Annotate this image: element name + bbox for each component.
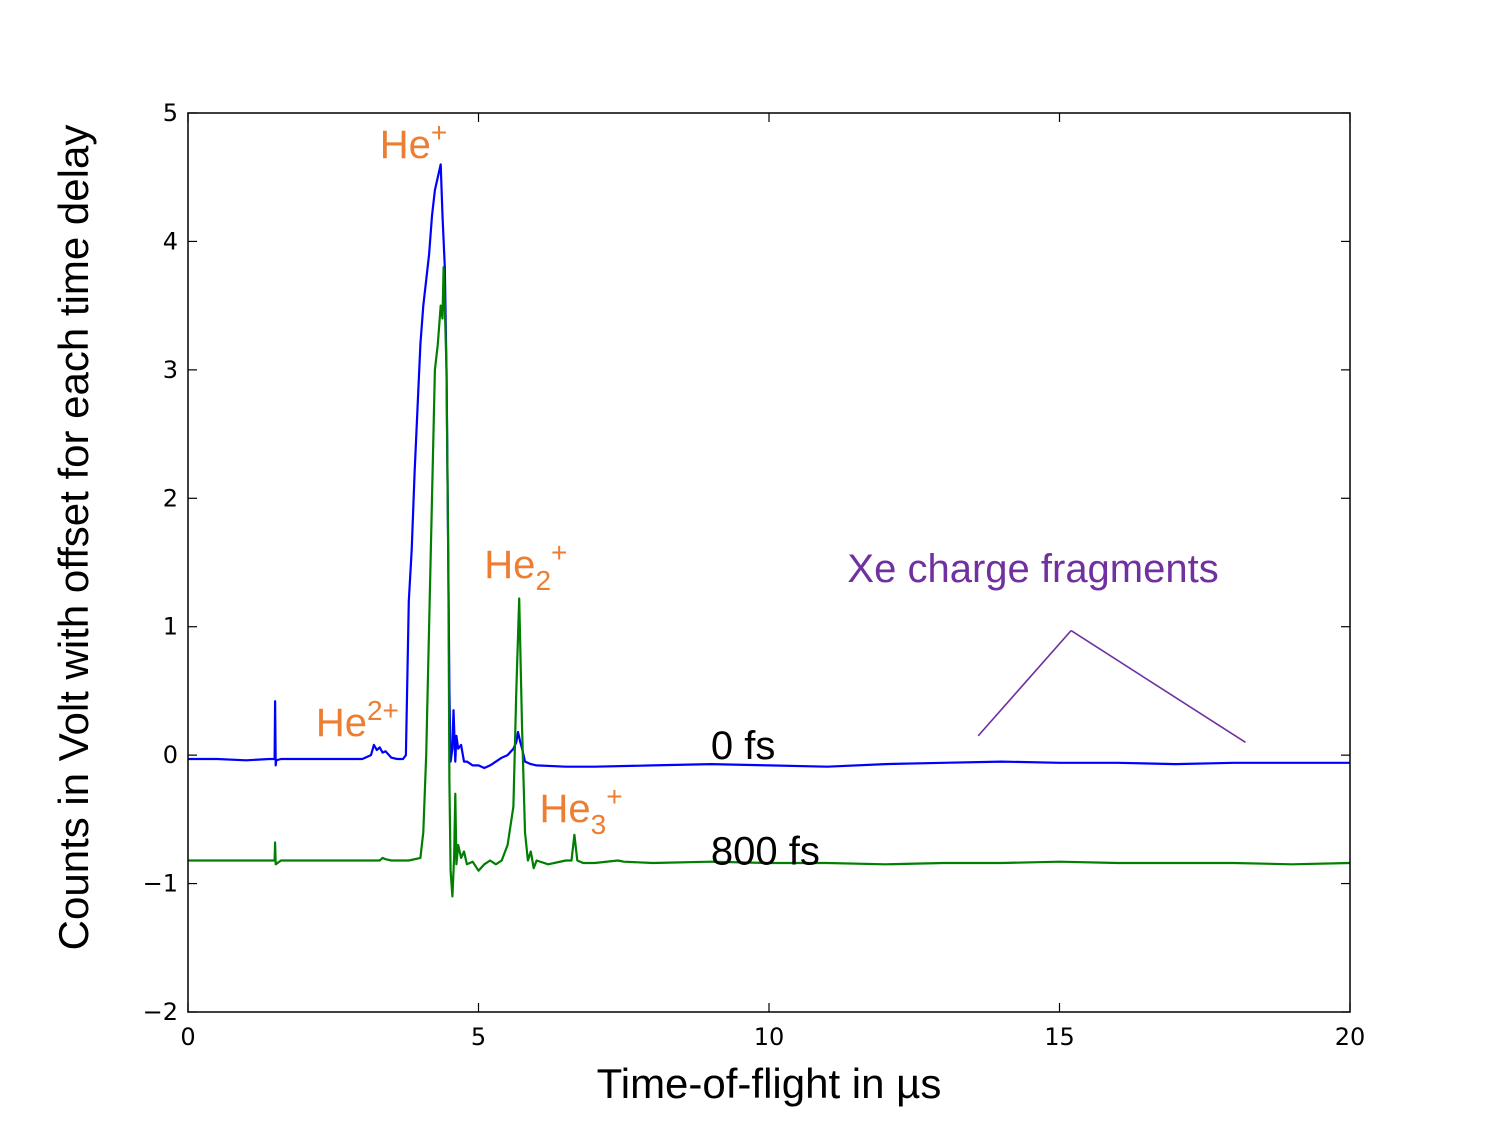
- y-tick-label: 5: [163, 99, 178, 127]
- y-tick-label: 0: [163, 741, 178, 769]
- y-tick-label: 2: [163, 484, 178, 512]
- x-tick-label: 0: [180, 1023, 195, 1051]
- annotation-fs800: 800 fs: [711, 829, 820, 873]
- annotation-he1: He+: [380, 117, 448, 167]
- x-tick-label: 5: [471, 1023, 486, 1051]
- plot-area: 0 5 10 15 20 −2 −1 0 1 2 3 4 5 He+ He2+ He2+ He3+ 0 fs 800…: [143, 99, 1366, 1051]
- y-tick-label: 3: [163, 356, 178, 384]
- x-tick-label: 10: [754, 1023, 785, 1051]
- x-tick-label: 20: [1335, 1023, 1366, 1051]
- series-line-800fs: [188, 266, 1351, 898]
- y-tick-label: 1: [163, 613, 178, 641]
- annotation-pointer-line: [1070, 629, 1246, 743]
- y-tick-label: 4: [163, 227, 178, 255]
- annotation-he2: He2+: [484, 537, 567, 596]
- y-tick-label: −1: [143, 870, 178, 898]
- x-tick-label: 15: [1044, 1023, 1075, 1051]
- annotation-fs0: 0 fs: [711, 724, 775, 768]
- annotation-pointer-line: [977, 630, 1072, 737]
- annotation-he3: He3+: [540, 781, 623, 840]
- annotation-xe: Xe charge fragments: [847, 547, 1218, 591]
- annotation-he2plus: He2+: [316, 695, 399, 745]
- y-tick-label: −2: [143, 998, 178, 1026]
- y-axis-title: Counts in Volt with offset for each time…: [50, 125, 97, 951]
- series-line-0fs: [188, 163, 1350, 770]
- x-axis-title: Time-of-flight in µs: [597, 1060, 942, 1107]
